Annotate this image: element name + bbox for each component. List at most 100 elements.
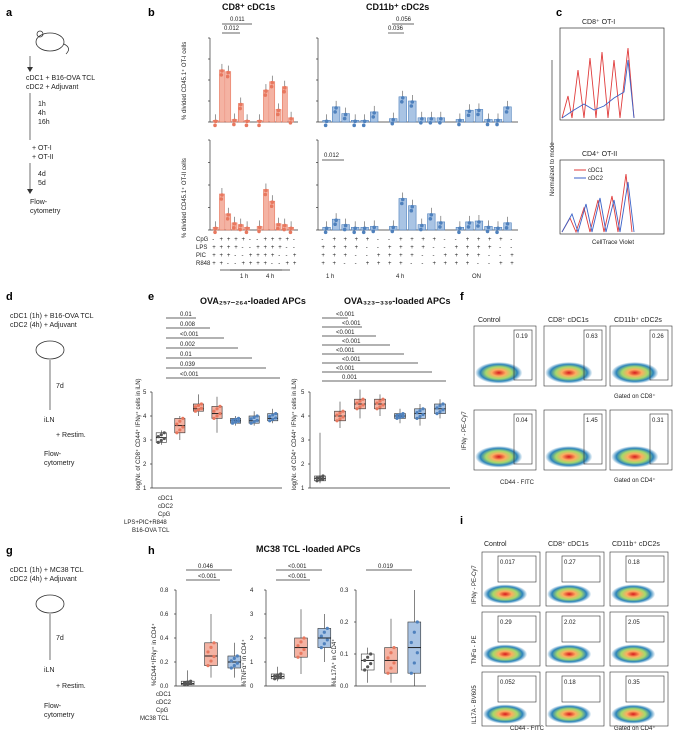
data-point bbox=[398, 412, 402, 417]
data-point bbox=[225, 74, 230, 79]
data-point bbox=[457, 122, 461, 127]
data-point bbox=[401, 414, 405, 419]
data-point bbox=[366, 665, 370, 669]
panel-g-workflow: cDC1 (1h) + MC38 TCL cDC2 (4h) + Adjuvan… bbox=[10, 567, 86, 719]
condition-sign: - bbox=[227, 261, 229, 267]
data-point bbox=[252, 415, 256, 420]
data-point bbox=[230, 418, 235, 422]
step-cdc2-adj: cDC2 (4h) + Adjuvant bbox=[10, 576, 77, 583]
data-point bbox=[257, 119, 262, 124]
data-point bbox=[358, 399, 362, 403]
data-point bbox=[226, 70, 231, 75]
flow-density bbox=[475, 362, 523, 384]
data-point bbox=[355, 407, 359, 411]
gate-value: 0.18 bbox=[564, 680, 576, 686]
data-point bbox=[269, 204, 274, 208]
data-point bbox=[322, 642, 326, 646]
data-point bbox=[193, 405, 198, 409]
condition-sign: - bbox=[366, 245, 368, 251]
pval: 0.008 bbox=[180, 322, 196, 328]
pval: <0.001 bbox=[336, 366, 355, 372]
condition-sign: + bbox=[388, 245, 392, 251]
y-tick-label: 1 bbox=[250, 660, 254, 666]
data-point bbox=[342, 116, 347, 121]
y-tick-label: 0.2 bbox=[160, 660, 169, 666]
data-point bbox=[318, 478, 322, 482]
data-point bbox=[420, 117, 424, 121]
condition-sign: + bbox=[444, 253, 448, 259]
condition-sign: + bbox=[399, 245, 403, 251]
data-point bbox=[318, 475, 322, 479]
data-point bbox=[276, 112, 280, 117]
condition-sign: + bbox=[510, 261, 514, 267]
pval: <0.001 bbox=[180, 372, 199, 378]
condition-sign: - bbox=[410, 261, 412, 267]
step-cdc1-mc38: cDC1 (1h) + MC38 TCL bbox=[10, 567, 84, 574]
data-point bbox=[296, 655, 300, 659]
data-point bbox=[263, 192, 268, 197]
data-point bbox=[476, 112, 480, 117]
data-point bbox=[343, 223, 348, 228]
data-point bbox=[334, 106, 338, 110]
data-point bbox=[415, 651, 419, 655]
data-point bbox=[276, 676, 280, 680]
row-label-cdc2: cDC2 bbox=[156, 700, 172, 706]
row-label-cpg: CpG bbox=[158, 512, 171, 518]
data-point bbox=[212, 641, 216, 645]
gate bbox=[497, 615, 537, 643]
data-point bbox=[428, 121, 433, 125]
data-point bbox=[386, 671, 390, 675]
pval: 0.01 bbox=[180, 312, 192, 318]
condition-sign: + bbox=[399, 237, 403, 243]
data-point bbox=[375, 401, 379, 405]
column-title: CD8⁺ cDC1s bbox=[548, 317, 589, 324]
data-point bbox=[409, 671, 413, 675]
data-point bbox=[438, 404, 442, 408]
panel-label-a: a bbox=[6, 7, 13, 19]
data-point bbox=[353, 226, 357, 231]
c-xlabel: CellTrace Violet bbox=[592, 240, 634, 246]
mouse-icon bbox=[35, 594, 65, 614]
y-tick-label: 2 bbox=[250, 636, 254, 642]
condition-sign: + bbox=[477, 245, 481, 251]
data-point bbox=[209, 645, 213, 649]
data-point bbox=[238, 106, 242, 111]
data-point bbox=[410, 204, 415, 209]
data-point bbox=[400, 100, 404, 104]
condition-sign: - bbox=[249, 245, 251, 251]
data-point bbox=[477, 108, 481, 113]
flow-density bbox=[545, 446, 593, 468]
condition-sign: + bbox=[332, 261, 336, 267]
data-point bbox=[156, 440, 160, 444]
data-point bbox=[335, 419, 339, 423]
data-point bbox=[178, 419, 182, 423]
box bbox=[211, 406, 223, 419]
data-point bbox=[485, 229, 490, 234]
step-7d: 7d bbox=[56, 383, 64, 390]
data-point bbox=[282, 227, 286, 232]
data-point bbox=[289, 226, 293, 231]
data-point bbox=[299, 651, 303, 655]
data-point bbox=[412, 661, 416, 665]
condition-sign: + bbox=[271, 237, 275, 243]
data-point bbox=[215, 407, 219, 411]
condition-sign: + bbox=[432, 261, 436, 267]
condition-sign: + bbox=[264, 245, 268, 251]
gate bbox=[561, 615, 601, 643]
flow-density bbox=[483, 584, 528, 604]
data-point bbox=[372, 111, 376, 115]
data-point bbox=[335, 413, 339, 417]
data-point bbox=[257, 229, 261, 234]
y-tick-label: 1 bbox=[301, 486, 305, 492]
condition-sign: + bbox=[321, 253, 325, 259]
condition-sign: - bbox=[366, 253, 368, 259]
condition-sign: + bbox=[455, 245, 459, 251]
b-ylabel-top: % divided CD45.1⁺ OT-I cells bbox=[181, 42, 188, 120]
data-point bbox=[249, 417, 253, 421]
row-label-mc38: MC38 TCL bbox=[140, 716, 170, 722]
gate bbox=[513, 413, 533, 465]
data-point bbox=[418, 414, 422, 419]
pval: <0.001 bbox=[336, 312, 355, 318]
data-point bbox=[358, 405, 362, 409]
condition-sign: + bbox=[377, 261, 381, 267]
